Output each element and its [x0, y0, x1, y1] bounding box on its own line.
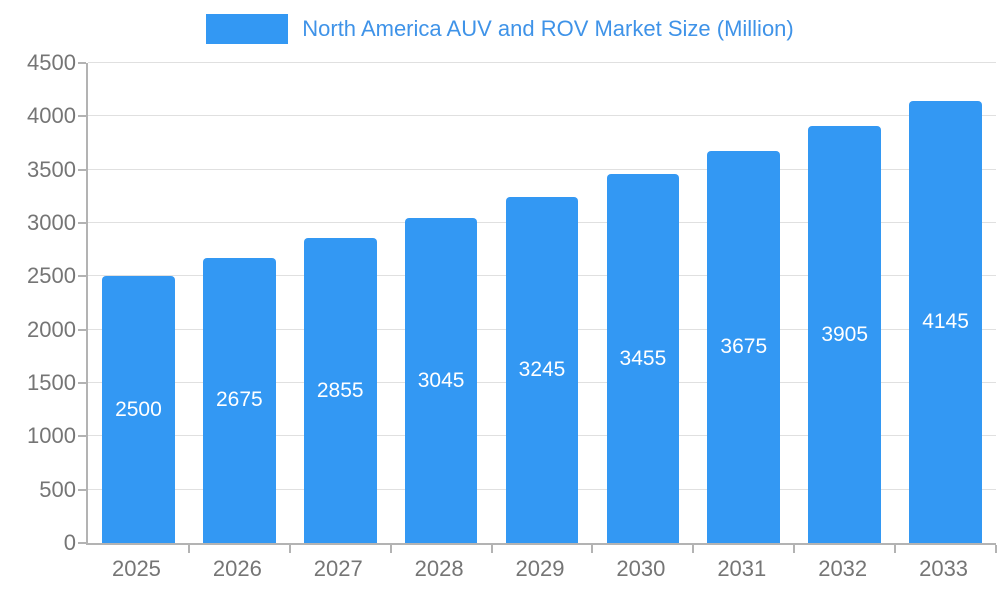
y-axis: 0 500 1000 1500 2000 2500 3000 3500 4000 4500 — [0, 50, 76, 555]
bar-2031[interactable]: 3675 — [707, 151, 781, 543]
y-axis-label: 4500 — [27, 50, 76, 75]
bar-value-label: 3905 — [821, 322, 869, 346]
x-tick-mark — [692, 545, 695, 553]
bar-band: 2855 — [290, 63, 391, 543]
bar-value-label: 3675 — [720, 335, 768, 358]
x-axis-label: 2025 — [111, 556, 161, 581]
bar-2025[interactable]: 2500 — [102, 276, 175, 543]
x-tick-mark — [591, 545, 594, 553]
bar-2032[interactable]: 3905 — [808, 126, 881, 543]
y-axis-label: 2500 — [27, 263, 76, 289]
bar-band: 4145 — [895, 63, 996, 543]
y-tick-mark — [78, 275, 86, 278]
bar-value-label: 3245 — [518, 357, 566, 381]
x-axis-label: 2027 — [313, 556, 363, 581]
y-axis-label: 3000 — [27, 210, 76, 236]
y-tick-mark — [78, 168, 86, 171]
legend-swatch — [206, 14, 289, 44]
y-axis-label: 1000 — [27, 423, 76, 449]
x-tick-mark — [187, 545, 190, 553]
y-axis-label: 2000 — [27, 316, 76, 342]
x-axis-label: 2026 — [212, 556, 262, 581]
x-tick-mark — [389, 545, 392, 553]
y-tick-mark — [78, 62, 86, 64]
x-axis: 2025 2026 2027 2028 2029 2030 2031 2032 2033 — [86, 556, 994, 582]
bar-band: 3245 — [492, 63, 593, 543]
bar-value-label: 2855 — [316, 378, 364, 402]
bar-band: 3455 — [592, 63, 693, 543]
bar-value-label: 4145 — [922, 309, 969, 333]
y-tick-mark — [78, 488, 86, 491]
gridline — [88, 115, 996, 117]
bar-2026[interactable]: 2675 — [203, 257, 276, 543]
y-tick-mark — [78, 542, 86, 544]
bar-value-label: 2500 — [115, 397, 162, 421]
x-tick-mark — [995, 545, 997, 553]
x-tick-mark — [490, 545, 493, 553]
gridline — [88, 168, 996, 170]
bar-band: 3905 — [794, 63, 895, 543]
x-axis-label: 2030 — [616, 556, 666, 581]
x-axis-label: 2033 — [919, 556, 969, 581]
x-tick-mark — [288, 545, 291, 553]
bar-2028[interactable]: 3045 — [404, 218, 478, 543]
bar-band: 2500 — [88, 63, 189, 543]
y-axis-label: 3500 — [27, 156, 76, 182]
bar-value-label: 2675 — [215, 388, 263, 412]
y-axis-label: 4000 — [27, 103, 76, 129]
y-tick-mark — [78, 222, 86, 225]
x-tick-mark — [894, 545, 897, 553]
x-axis-label: 2031 — [717, 556, 767, 581]
legend[interactable]: North America AUV and ROV Market Size (M… — [0, 14, 1000, 44]
y-tick-mark — [78, 328, 86, 331]
bar-series: 2500 2675 2855 3045 3245 3455 3675 3905 4145 — [88, 63, 996, 543]
bar-2033[interactable]: 4145 — [909, 100, 982, 543]
y-tick-mark — [78, 115, 86, 118]
plot-area: 2500 2675 2855 3045 3245 3455 3675 3905 4145 — [78, 62, 997, 553]
bar-2029[interactable]: 3245 — [505, 196, 579, 543]
y-axis-label: 500 — [39, 476, 76, 502]
bar-value-label: 3455 — [619, 346, 667, 370]
bar-2027[interactable]: 2855 — [303, 238, 377, 543]
x-tick-mark — [793, 545, 796, 553]
bar-2030[interactable]: 3455 — [606, 174, 680, 543]
x-axis-label: 2029 — [515, 556, 565, 581]
y-axis-label: 1500 — [27, 370, 76, 396]
x-axis-label: 2028 — [414, 556, 464, 581]
y-axis-label: 0 — [63, 530, 76, 555]
y-tick-mark — [78, 382, 86, 385]
legend-label: North America AUV and ROV Market Size (M… — [302, 16, 794, 41]
y-tick-mark — [78, 435, 86, 438]
bar-band: 2675 — [189, 63, 290, 543]
bar-band: 3675 — [693, 63, 794, 543]
bar-band: 3045 — [391, 63, 492, 543]
bar-value-label: 3045 — [417, 368, 465, 392]
x-axis-label: 2032 — [818, 556, 868, 581]
gridline — [88, 62, 996, 63]
